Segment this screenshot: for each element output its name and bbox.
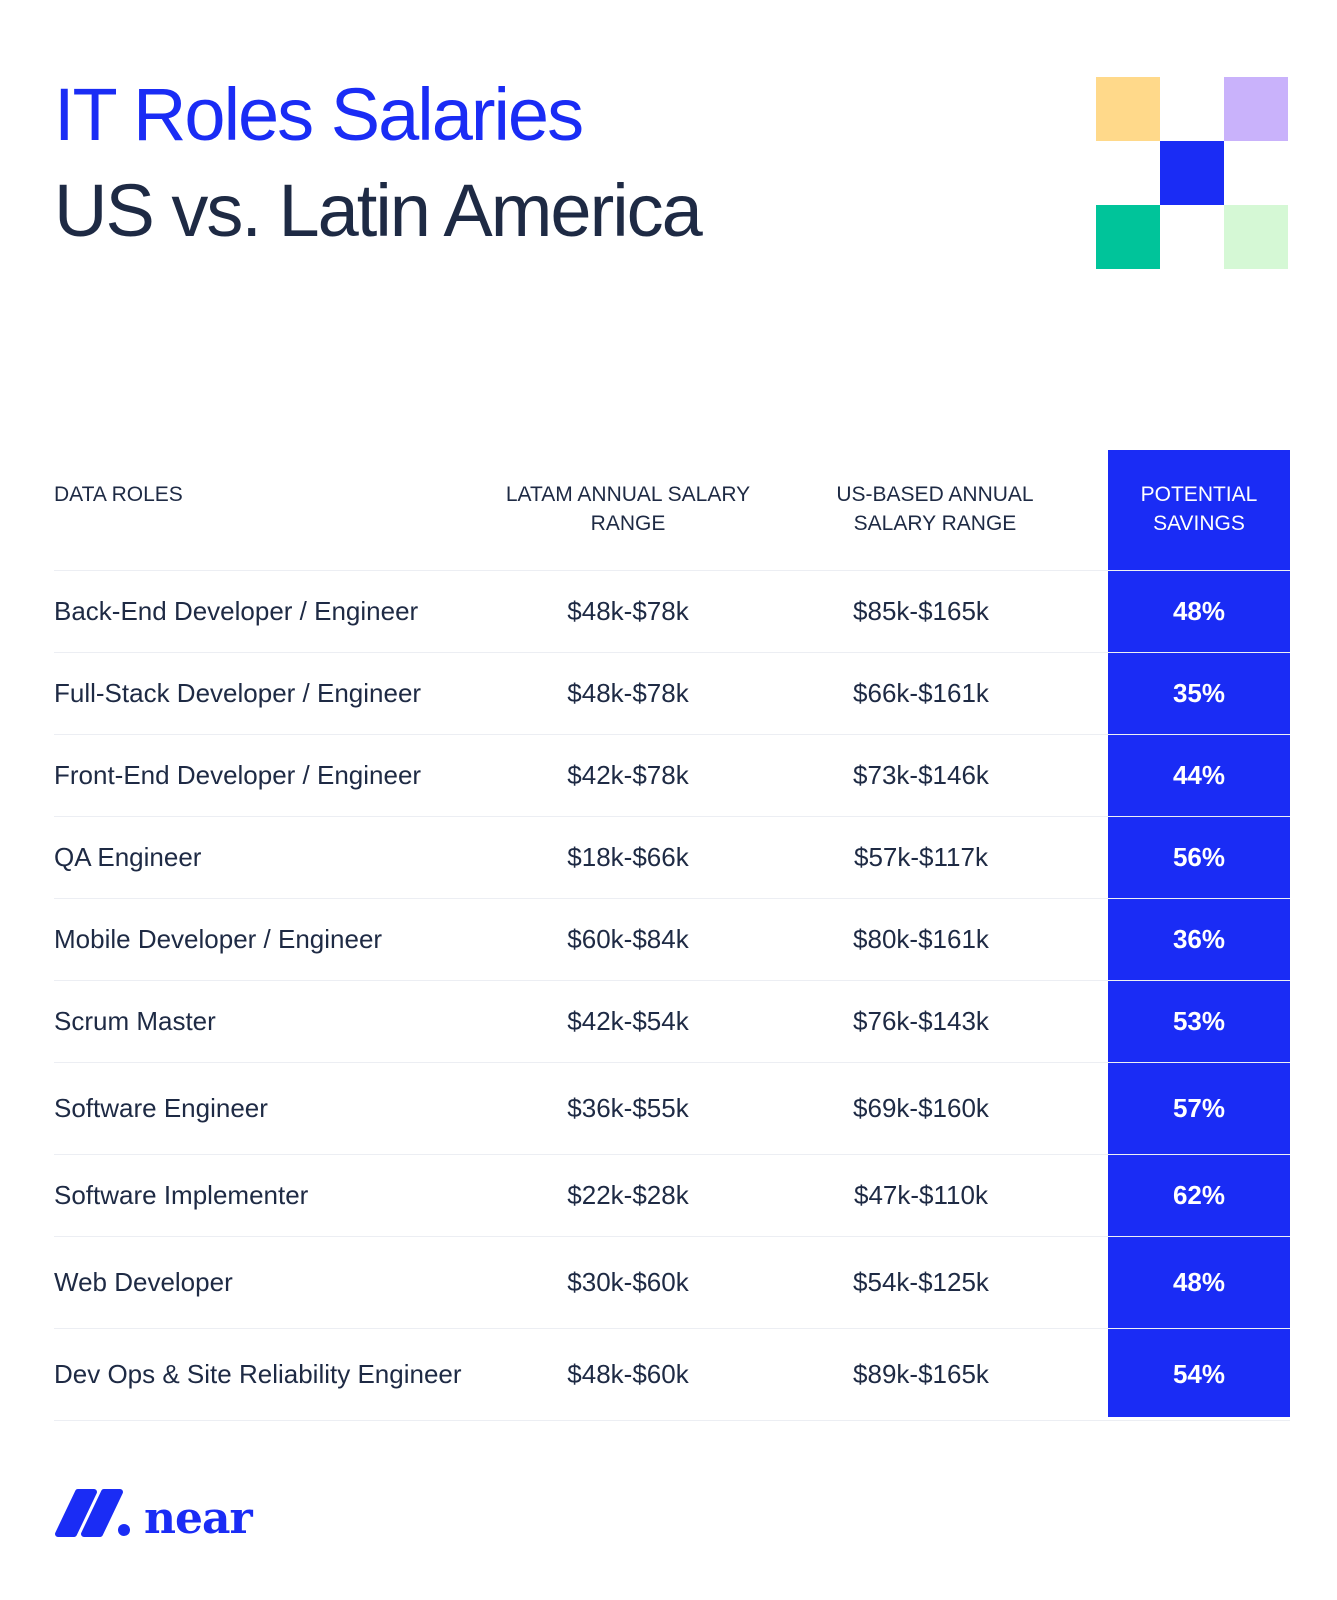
savings-cell: 54% — [1172, 1359, 1226, 1389]
role-cell: Dev Ops & Site Reliability Engineer — [54, 1359, 462, 1389]
savings-cell: 36% — [1172, 924, 1226, 954]
table-row: Web Developer $30k-$60k $54k-$125k 48% — [54, 1236, 1290, 1328]
brand-logo: near — [54, 1484, 253, 1544]
us-salary-cell: $89k-$165k — [853, 1359, 989, 1389]
latam-salary-cell: $22k-$28k — [567, 1180, 689, 1210]
table-row: Front-End Developer / Engineer $42k-$78k… — [54, 734, 1290, 816]
latam-salary-cell: $18k-$66k — [567, 842, 689, 872]
role-cell: Web Developer — [54, 1267, 233, 1297]
table-row: Dev Ops & Site Reliability Engineer $48k… — [54, 1328, 1290, 1421]
table-row: Software Implementer $22k-$28k $47k-$110… — [54, 1154, 1290, 1236]
table-row: Back-End Developer / Engineer $48k-$78k … — [54, 570, 1290, 652]
latam-salary-cell: $60k-$84k — [567, 924, 689, 954]
savings-cell: 56% — [1172, 842, 1226, 872]
savings-column-highlight — [1108, 450, 1290, 1417]
column-header-us-salary: US-BASED ANNUAL SALARY RANGE — [836, 483, 1034, 535]
us-salary-cell: $47k-$110k — [854, 1180, 988, 1210]
page-subtitle: US vs. Latin America — [54, 169, 703, 252]
decorative-square-blue — [1160, 141, 1224, 205]
row-divider — [1108, 570, 1290, 571]
savings-cell: 35% — [1172, 678, 1226, 708]
latam-salary-cell: $42k-$54k — [567, 1006, 689, 1036]
us-salary-cell: $80k-$161k — [853, 924, 989, 954]
latam-salary-cell: $36k-$55k — [567, 1093, 689, 1123]
latam-salary-cell: $42k-$78k — [567, 760, 689, 790]
near-logo-icon — [55, 1489, 130, 1537]
row-divider — [1108, 734, 1290, 735]
row-divider — [1108, 1062, 1290, 1063]
role-cell: QA Engineer — [54, 842, 202, 872]
us-salary-cell: $57k-$117k — [854, 842, 988, 872]
savings-cell: 57% — [1172, 1093, 1226, 1123]
us-salary-cell: $76k-$143k — [853, 1006, 989, 1036]
role-cell: Software Engineer — [54, 1093, 268, 1123]
role-cell: Full-Stack Developer / Engineer — [54, 678, 422, 708]
role-cell: Mobile Developer / Engineer — [54, 924, 383, 954]
table-row: Mobile Developer / Engineer $60k-$84k $8… — [54, 898, 1290, 980]
row-divider — [1108, 816, 1290, 817]
us-salary-cell: $85k-$165k — [853, 596, 989, 626]
us-salary-cell: $66k-$161k — [853, 678, 989, 708]
row-divider — [1108, 980, 1290, 981]
row-divider — [1108, 1236, 1290, 1237]
decorative-square-teal — [1096, 205, 1160, 269]
row-divider — [1108, 898, 1290, 899]
row-divider — [1108, 1154, 1290, 1155]
us-salary-cell: $73k-$146k — [853, 760, 989, 790]
decorative-square-yellow — [1096, 77, 1160, 141]
decorative-square-mint — [1224, 205, 1288, 269]
us-salary-cell: $69k-$160k — [853, 1093, 989, 1123]
table-row: Full-Stack Developer / Engineer $48k-$78… — [54, 652, 1290, 734]
latam-salary-cell: $30k-$60k — [567, 1267, 689, 1297]
column-header-latam-salary: LATAM ANNUAL SALARY RANGE — [505, 483, 751, 535]
salary-table: Back-End Developer / Engineer $48k-$78k … — [54, 570, 1290, 1421]
table-row: QA Engineer $18k-$66k $57k-$117k 56% — [54, 816, 1290, 898]
brand-wordmark: near — [144, 1492, 253, 1544]
column-header-role: DATA ROLES — [54, 483, 183, 506]
table-row: Scrum Master $42k-$54k $76k-$143k 53% — [54, 980, 1290, 1062]
role-cell: Back-End Developer / Engineer — [54, 596, 419, 626]
savings-cell: 48% — [1172, 1267, 1226, 1297]
savings-cell: 62% — [1172, 1180, 1226, 1210]
role-cell: Software Implementer — [54, 1180, 309, 1210]
latam-salary-cell: $48k-$78k — [567, 596, 689, 626]
role-cell: Scrum Master — [54, 1006, 216, 1036]
table-row: Software Engineer $36k-$55k $69k-$160k 5… — [54, 1062, 1290, 1154]
savings-cell: 53% — [1172, 1006, 1226, 1036]
us-salary-cell: $54k-$125k — [853, 1267, 989, 1297]
role-cell: Front-End Developer / Engineer — [54, 760, 422, 790]
latam-salary-cell: $48k-$60k — [567, 1359, 689, 1389]
row-divider — [1108, 652, 1290, 653]
latam-salary-cell: $48k-$78k — [567, 678, 689, 708]
page-title: IT Roles Salaries — [54, 73, 584, 156]
savings-cell: 44% — [1172, 760, 1226, 790]
savings-cell: 48% — [1172, 596, 1226, 626]
decorative-square-lavender — [1224, 77, 1288, 141]
row-divider — [1108, 1328, 1290, 1329]
column-header-potential-savings: POTENTIAL SAVINGS — [1140, 483, 1258, 535]
